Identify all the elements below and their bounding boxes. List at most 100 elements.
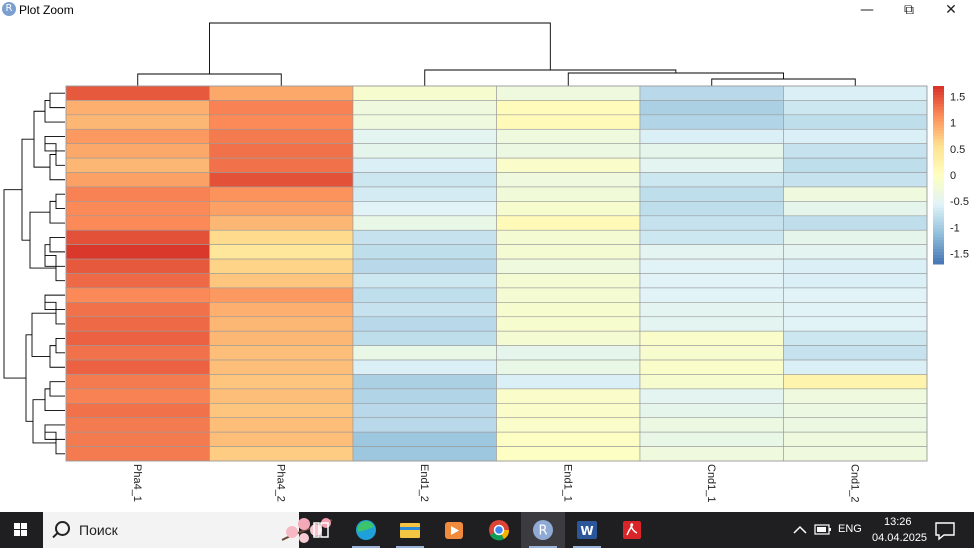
dendrogram-link	[424, 69, 677, 86]
heatmap-cell	[783, 359, 928, 375]
notifications-icon[interactable]	[930, 512, 960, 548]
heatmap-cell	[783, 403, 928, 419]
heatmap-cell	[209, 229, 354, 245]
task-view-icon	[313, 522, 329, 538]
legend-gradient-step	[933, 192, 944, 197]
file-explorer-button[interactable]	[388, 512, 432, 548]
legend-gradient-step	[933, 177, 944, 182]
word-icon: W	[577, 521, 597, 539]
svg-text:R: R	[538, 524, 547, 539]
column-label: End1_1	[561, 464, 573, 502]
heatmap-cell	[65, 403, 210, 419]
legend-tick-label: -1	[950, 222, 960, 234]
heatmap-cell	[783, 417, 928, 433]
heatmap-cell	[352, 186, 497, 202]
heatmap-cell	[496, 128, 641, 144]
legend-gradient-step	[933, 207, 944, 212]
taskbar-search[interactable]: Поиск	[43, 512, 333, 548]
chevron-up-icon[interactable]	[790, 512, 810, 548]
heatmap-cell	[783, 302, 928, 318]
heatmap-cell	[352, 316, 497, 332]
legend-gradient-step	[933, 261, 944, 265]
language-indicator[interactable]: ENG	[838, 523, 862, 535]
heatmap-cell	[496, 446, 641, 462]
legend-gradient-step	[933, 163, 944, 167]
dendrogram-link	[44, 388, 65, 411]
legend-gradient-step	[933, 169, 944, 173]
heatmap-cell	[783, 287, 928, 303]
minimize-button[interactable]: —	[860, 2, 874, 18]
clock-time[interactable]: 13:26	[884, 516, 912, 528]
heatmap-cell	[352, 157, 497, 173]
restore-button[interactable]: ⧉	[904, 2, 914, 18]
heatmap-cell	[496, 330, 641, 346]
heatmap-cell	[209, 446, 354, 462]
legend-gradient-step	[933, 109, 944, 114]
dendrogram-link	[567, 72, 784, 86]
legend-gradient-step	[933, 124, 944, 129]
clock-date[interactable]: 04.04.2025	[872, 532, 928, 544]
legend-gradient-step	[933, 91, 944, 96]
dendrogram-link	[49, 200, 65, 224]
legend-gradient-step	[933, 145, 944, 149]
legend-gradient-step	[933, 246, 944, 250]
r-button[interactable]: R	[521, 512, 565, 548]
legend-gradient-step	[933, 121, 944, 126]
heatmap-cell	[496, 215, 641, 231]
legend-gradient-step	[933, 154, 944, 158]
legend-tick-label: 0	[950, 170, 956, 182]
legend-tick-label: 0.5	[950, 144, 965, 156]
heatmap-cell	[496, 345, 641, 361]
heatmap-cell	[65, 273, 210, 289]
legend-gradient-step	[933, 183, 944, 188]
heatmap-cell	[209, 302, 354, 318]
acrobat-button[interactable]	[610, 512, 654, 548]
dendrogram-link	[137, 73, 282, 86]
heatmap-cell	[352, 85, 497, 101]
legend-gradient-step	[933, 204, 944, 209]
legend-gradient-step	[933, 142, 944, 146]
legend-tick-label: -1.5	[950, 249, 969, 261]
heatmap-cell	[496, 186, 641, 202]
dendrogram-link	[55, 337, 65, 354]
legend-gradient-step	[933, 213, 944, 218]
heatmap-cell	[65, 431, 210, 447]
heatmap-cell	[65, 128, 210, 144]
start-button[interactable]	[0, 512, 42, 548]
column-label: End1_2	[418, 464, 430, 502]
legend-gradient-step	[933, 210, 944, 215]
task-view-button[interactable]	[299, 512, 343, 548]
heatmap-cell	[65, 157, 210, 173]
battery-icon[interactable]	[812, 512, 834, 548]
heatmap-cell	[352, 417, 497, 433]
heatmap-cell	[209, 287, 354, 303]
chrome-button[interactable]	[477, 512, 521, 548]
legend-gradient-step	[933, 127, 944, 131]
heatmap-cell	[209, 215, 354, 231]
window-titlebar: R Plot Zoom — ⧉ ✕	[0, 0, 974, 20]
heatmap-cell	[783, 431, 928, 447]
heatmap-cell	[209, 374, 354, 390]
legend-gradient-step	[933, 225, 944, 229]
heatmap-cell	[496, 258, 641, 274]
heatmap-cell	[496, 302, 641, 318]
legend-gradient-step	[933, 243, 944, 247]
legend-gradient-step	[933, 255, 944, 259]
heatmap-cell	[352, 244, 497, 260]
word-button[interactable]: W	[565, 512, 609, 548]
media-player-button[interactable]	[432, 512, 476, 548]
heatmap-cell	[496, 114, 641, 130]
close-button[interactable]: ✕	[945, 2, 957, 18]
heatmap-cell	[352, 258, 497, 274]
column-labels: Pha4_1 Pha4_2 End1_2 End1_1 Cnd1_1 Cnd1_2	[131, 464, 861, 503]
column-label: Cnd1_2	[848, 464, 860, 503]
edge-button[interactable]	[344, 512, 388, 548]
heatmap-cell	[209, 403, 354, 419]
legend-gradient-step	[933, 231, 944, 235]
legend-gradient-step	[933, 118, 944, 123]
r-app-icon: R	[2, 2, 16, 16]
heatmap-cell	[65, 374, 210, 390]
heatmap-cell	[209, 431, 354, 447]
heatmap-cell	[639, 128, 784, 144]
heatmap-cell	[496, 172, 641, 188]
